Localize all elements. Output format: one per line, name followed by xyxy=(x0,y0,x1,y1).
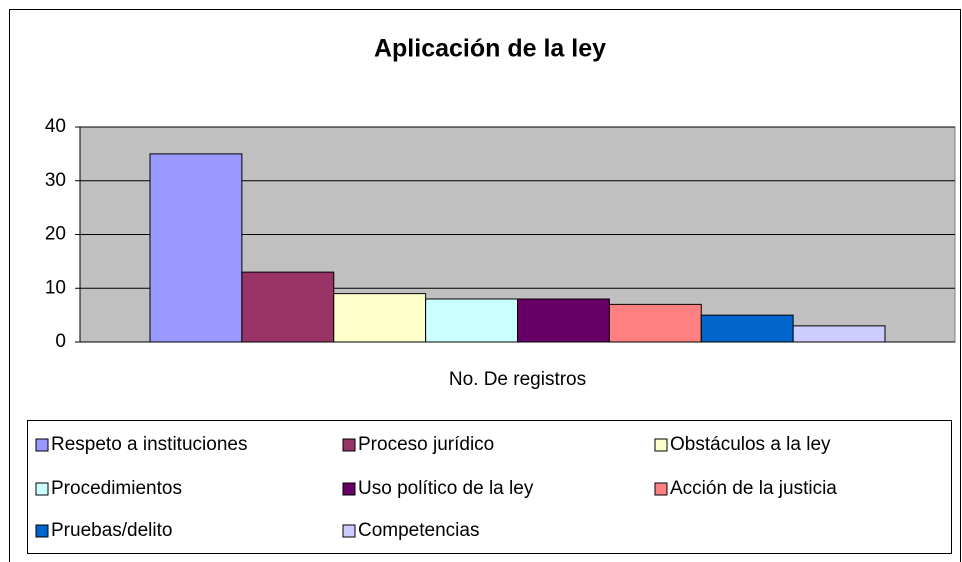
legend-swatch xyxy=(654,438,668,452)
chart-title: Aplicación de la ley xyxy=(374,35,606,63)
bar xyxy=(517,298,610,343)
bar xyxy=(700,314,794,343)
legend-swatch xyxy=(35,482,49,496)
legend-label: Proceso jurídico xyxy=(358,434,494,455)
legend-label: Uso político de la ley xyxy=(358,478,534,499)
bar xyxy=(608,303,702,343)
legend-swatch xyxy=(342,524,356,538)
bar xyxy=(425,298,518,343)
x-tick-label: No. De registros xyxy=(449,369,586,390)
bar xyxy=(241,271,335,343)
legend-box xyxy=(27,420,952,554)
legend-label: Competencias xyxy=(358,520,479,541)
y-tick-label: 30 xyxy=(45,170,66,191)
y-tick-label: 10 xyxy=(45,277,66,298)
legend-swatch xyxy=(342,482,356,496)
legend-swatch xyxy=(35,438,49,452)
legend-label: Procedimientos xyxy=(51,478,182,499)
legend-label: Obstáculos a la ley xyxy=(670,434,831,455)
y-tick-label: 40 xyxy=(45,116,66,137)
bar xyxy=(792,325,886,343)
bar xyxy=(149,153,243,343)
legend-label: Pruebas/delito xyxy=(51,520,172,541)
legend-label: Respeto a instituciones xyxy=(51,434,247,455)
y-tick-label: 0 xyxy=(55,331,66,352)
legend-label: Acción de la justicia xyxy=(670,478,837,499)
bar xyxy=(333,293,427,343)
legend-swatch xyxy=(342,438,356,452)
legend-swatch xyxy=(654,482,668,496)
legend-swatch xyxy=(35,524,49,538)
y-tick-label: 20 xyxy=(45,224,66,245)
